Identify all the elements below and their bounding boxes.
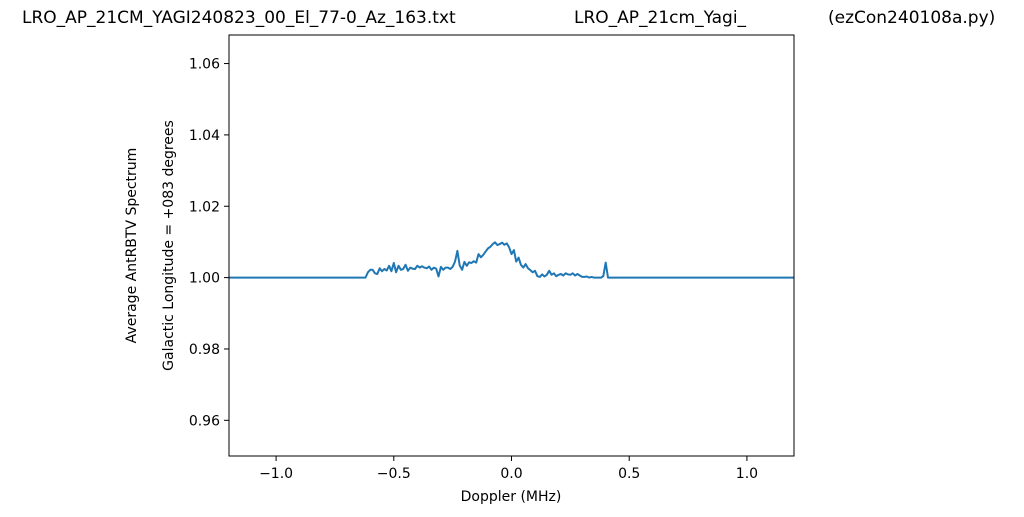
x-tick-label: 1.0 (736, 466, 758, 482)
x-tick-label: 0.0 (500, 466, 522, 482)
x-axis-ticks: −1.0 −0.5 0.0 0.5 1.0 (259, 456, 758, 482)
y-tick-label: 1.02 (189, 199, 220, 215)
y-axis-label-line1: Average AntRBTV Spectrum (124, 148, 140, 344)
axes-frame (228, 34, 795, 457)
y-axis-ticks: 0.96 0.98 1.00 1.02 1.04 1.06 (189, 57, 229, 429)
chart-title-right: (ezCon240108a.py) (828, 8, 996, 28)
x-tick-label: −0.5 (377, 466, 411, 482)
x-tick-label: 0.5 (618, 466, 640, 482)
y-tick-label: 1.00 (189, 271, 220, 287)
spectrum-line (229, 241, 794, 279)
y-tick-label: 1.04 (189, 128, 220, 144)
chart-title-middle: LRO_AP_21cm_Yagi_ (574, 8, 747, 28)
x-tick-label: −1.0 (259, 466, 293, 482)
y-tick-label: 1.06 (189, 57, 220, 73)
y-axis-label-line2: Galactic Longitude = +083 degrees (161, 120, 177, 371)
x-axis-label: Doppler (MHz) (461, 489, 562, 505)
y-tick-label: 0.96 (189, 413, 220, 429)
chart-title-left: LRO_AP_21CM_YAGI240823_00_El_77-0_Az_163… (22, 8, 456, 28)
y-tick-label: 0.98 (189, 342, 220, 358)
